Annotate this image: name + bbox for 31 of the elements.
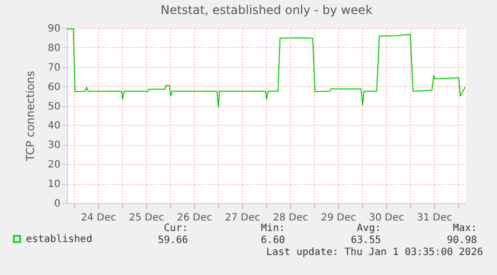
y-tick-label: 80	[48, 42, 60, 54]
x-tick-label: 28 Dec	[272, 212, 308, 224]
x-tick-label: 26 Dec	[176, 212, 212, 224]
text: 59.66	[158, 235, 188, 246]
y-tick-label: 0	[54, 198, 60, 210]
y-tick-label: 60	[48, 82, 60, 93]
text: 63.55	[350, 235, 381, 246]
chart-title: Netstat, established only - by week	[160, 3, 372, 17]
y-tick-label: 10	[48, 179, 60, 190]
line-series	[66, 28, 466, 108]
legend-label: established	[26, 234, 92, 245]
y-axis-title: TCP connections	[24, 70, 37, 162]
x-tick-label: 29 Dec	[320, 212, 356, 224]
x-tick-label: 27 Dec	[224, 212, 260, 224]
x-tick-label: 25 Dec	[128, 212, 164, 224]
y-tick-label: 30	[48, 140, 60, 152]
x-tick-label: 30 Dec	[368, 212, 404, 224]
y-tick-label: 70	[48, 62, 60, 74]
y-tick-label: 20	[48, 160, 60, 171]
text: Cur:	[164, 223, 188, 234]
text: Max:	[452, 223, 477, 234]
text: Min:	[260, 223, 285, 234]
text: 90.98	[446, 235, 477, 246]
x-tick-label: 24 Dec	[80, 212, 116, 224]
y-tick-label: 40	[48, 120, 60, 132]
text: Last update: Thu Jan 1 03:35:00 2026	[266, 247, 483, 258]
y-tick-label: 90	[48, 24, 60, 34]
text: 6.60	[260, 235, 285, 246]
y-tick-label: 50	[48, 101, 60, 112]
text: Avg:	[356, 223, 381, 234]
x-tick-label: 31 Dec	[416, 212, 452, 224]
